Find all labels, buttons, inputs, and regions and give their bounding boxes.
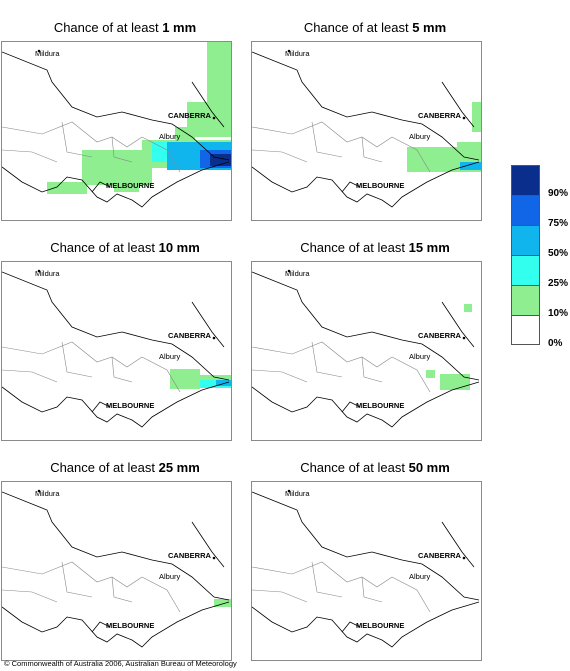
label-albury: Albury [159, 352, 181, 361]
panel-title: Chance of at least 10 mm [50, 240, 200, 255]
label-canberra: CANBERRA [418, 111, 462, 120]
legend-swatch [511, 285, 540, 315]
rainfall-map-15mm: Mildura CANBERRA Albury MELBOURNE [251, 261, 482, 441]
label-canberra: CANBERRA [168, 111, 212, 120]
rainfall-map-5mm: Mildura CANBERRA Albury MELBOURNE [251, 41, 482, 221]
label-melbourne: MELBOURNE [356, 181, 404, 190]
rainfall-map-25mm: Mildura CANBERRA Albury MELBOURNE [1, 481, 232, 661]
panel-title: Chance of at least 5 mm [303, 20, 447, 35]
legend-label: 25% [548, 278, 569, 289]
label-melbourne: MELBOURNE [106, 621, 154, 630]
label-mildura: Mildura [285, 269, 310, 278]
copyright-notice: © Commonwealth of Australia 2006, Austra… [4, 659, 237, 668]
label-mildura: Mildura [285, 49, 310, 58]
rainfall-map-10mm: Mildura CANBERRA Albury MELBOURNE [1, 261, 232, 441]
label-melbourne: MELBOURNE [106, 181, 154, 190]
legend-swatch [511, 195, 540, 225]
legend-label: 50% [548, 248, 569, 259]
legend-label: 90% [548, 188, 569, 199]
label-albury: Albury [409, 352, 431, 361]
legend-label: 10% [548, 308, 569, 319]
panel-title: Chance of at least 15 mm [300, 240, 450, 255]
label-albury: Albury [409, 572, 431, 581]
label-mildura: Mildura [285, 489, 310, 498]
label-albury: Albury [409, 132, 431, 141]
legend-label: 0% [548, 338, 563, 349]
rainfall-map-50mm: Mildura CANBERRA Albury MELBOURNE [251, 481, 482, 661]
label-albury: Albury [159, 572, 181, 581]
label-mildura: Mildura [35, 489, 60, 498]
legend-swatch [511, 315, 540, 345]
label-canberra: CANBERRA [168, 551, 212, 560]
panel-title: Chance of at least 50 mm [300, 460, 450, 475]
label-mildura: Mildura [35, 269, 60, 278]
label-canberra: CANBERRA [168, 331, 212, 340]
label-canberra: CANBERRA [418, 331, 462, 340]
probability-legend [511, 165, 541, 345]
panel-title: Chance of at least 25 mm [50, 460, 200, 475]
label-canberra: CANBERRA [418, 551, 462, 560]
label-mildura: Mildura [35, 49, 60, 58]
legend-swatch [511, 255, 540, 285]
label-albury: Albury [159, 132, 181, 141]
legend-label: 75% [548, 218, 569, 229]
label-melbourne: MELBOURNE [356, 401, 404, 410]
legend-swatch [511, 165, 540, 195]
label-melbourne: MELBOURNE [106, 401, 154, 410]
legend-swatch [511, 225, 540, 255]
label-melbourne: MELBOURNE [356, 621, 404, 630]
rainfall-map-1mm: Mildura CANBERRA Albury MELBOURNE [1, 41, 232, 221]
panel-title: Chance of at least 1 mm [53, 20, 197, 35]
